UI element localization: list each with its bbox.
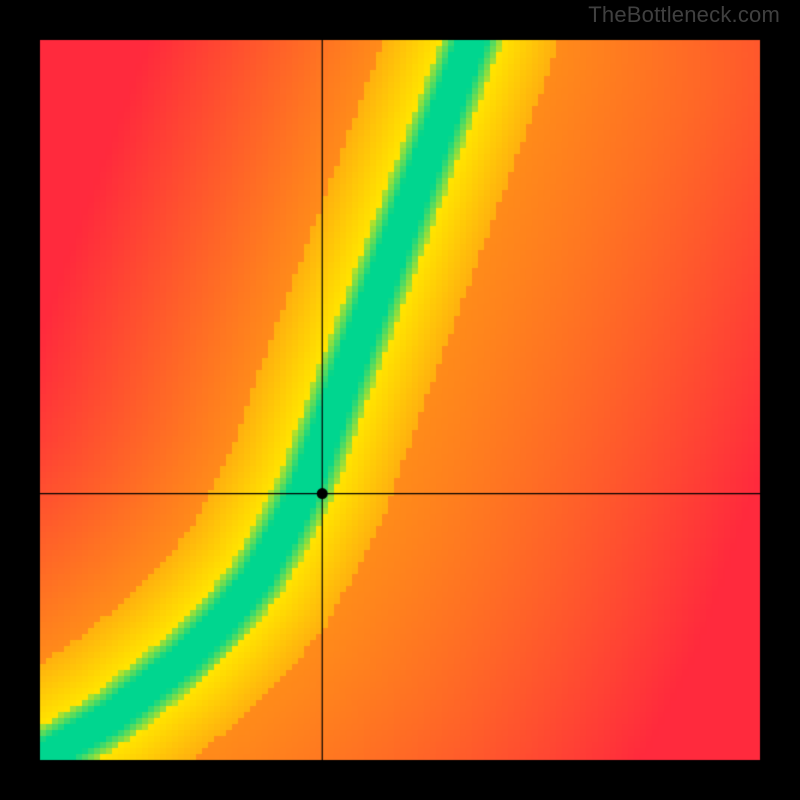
heatmap-canvas [0, 0, 800, 800]
watermark-text: TheBottleneck.com [588, 2, 780, 28]
bottleneck-heatmap [0, 0, 800, 800]
